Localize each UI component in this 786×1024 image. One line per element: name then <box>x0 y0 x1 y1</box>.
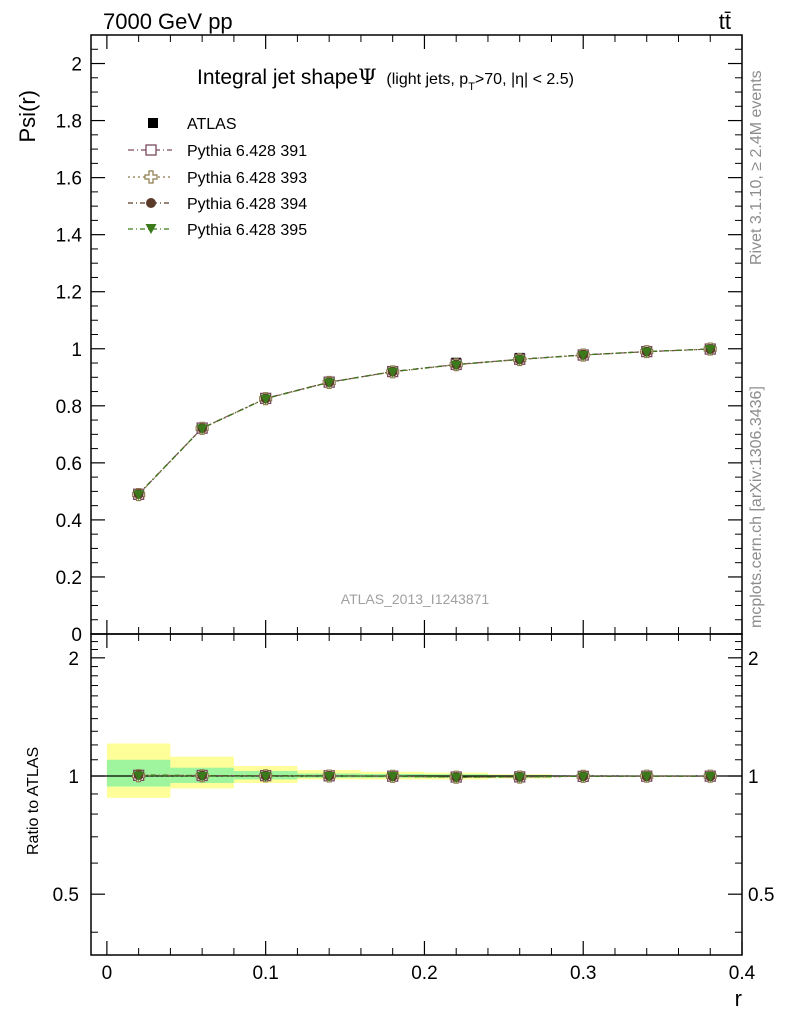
ratio-series <box>132 769 717 784</box>
legend-label-atlas: ATLAS <box>187 116 237 133</box>
main-y-tick-label: 0.6 <box>56 454 82 475</box>
ratio-panel: 0.5 0.51 12 2 0 0.1 0.2 0.3 0.4 Ratio to ATLAS … <box>25 633 774 1011</box>
main-y-tick-label: 1.6 <box>56 169 82 190</box>
mc-395-point <box>704 345 716 356</box>
ratio-y-tick-label-right: 0.5 <box>748 885 774 906</box>
ratio-y-tick-label-right: 1 <box>748 767 759 788</box>
ratio-395-point <box>196 771 208 782</box>
main-y-tick-label: 1.8 <box>56 112 82 133</box>
ratio-y-tick-label-right: 2 <box>748 649 759 670</box>
x-axis-label: r <box>735 986 742 1011</box>
main-series-line <box>138 348 711 495</box>
legend-marker-395 <box>145 224 157 234</box>
legend-marker-394 <box>146 198 156 208</box>
title-sub-b: >70, |η| < 2.5) <box>475 71 574 88</box>
mc-395-point <box>450 360 462 371</box>
mc-395-point <box>514 355 526 366</box>
ratio-395-point <box>133 771 145 782</box>
main-series-line <box>138 348 711 495</box>
ratio-395-point <box>577 772 589 783</box>
main-series-line <box>138 348 711 495</box>
mc-395-point <box>641 347 653 358</box>
ratio-y-axis-label: Ratio to ATLAS <box>25 747 42 855</box>
mc-395-point <box>260 394 272 405</box>
main-y-ticks: 0 0.2 0.4 0.6 0.8 1 1.2 1.4 1.6 1.8 2 <box>56 35 743 646</box>
main-y-tick-label: 2 <box>71 55 82 76</box>
main-panel: 0 0.2 0.4 0.6 0.8 1 1.2 1.4 1.6 1.8 2 Psi(r) Integ… <box>15 34 743 646</box>
title-sub-T: T <box>468 81 475 93</box>
mc-395-point <box>323 378 335 389</box>
mc-395-point <box>387 367 399 378</box>
ratio-395-point <box>514 772 526 783</box>
main-y-tick-label: 0.4 <box>56 511 83 532</box>
title-sub-a: (light jets, p <box>386 71 468 88</box>
x-tick-label: 0.4 <box>729 963 756 984</box>
legend-label-395: Pythia 6.428 395 <box>187 222 307 239</box>
ratio-395-point <box>450 773 462 784</box>
main-series-line <box>138 348 711 495</box>
legend-marker-393 <box>144 170 158 184</box>
rivet-label: Rivet 3.1.10, ≥ 2.4M events <box>748 70 765 265</box>
legend-label-393: Pythia 6.428 393 <box>187 170 307 187</box>
main-y-tick-label: 1.2 <box>56 283 82 304</box>
mc-395-point <box>577 351 589 362</box>
main-title: Integral jet shapeΨ (light jets, pT>70, … <box>197 65 574 93</box>
analysis-tag: ATLAS_2013_I1243871 <box>341 591 490 607</box>
process-label: tt̄ <box>719 9 731 34</box>
x-tick-label: 0.2 <box>411 963 437 984</box>
main-y-tick-label: 0.8 <box>56 397 82 418</box>
ratio-y-ticks: 0.5 0.5 1 1 2 2 <box>53 641 774 933</box>
legend-marker-atlas <box>148 118 158 128</box>
energy-label: 7000 GeV pp <box>103 9 233 34</box>
main-y-tick-label: 1 <box>71 340 82 361</box>
x-tick-label: 0.3 <box>570 963 596 984</box>
ratio-series-line <box>138 774 711 778</box>
title-psi-symbol: Ψ <box>358 65 376 89</box>
main-y-axis-label: Psi(r) <box>15 90 40 143</box>
legend-label-391: Pythia 6.428 391 <box>187 143 307 160</box>
mc-395-point <box>196 424 208 435</box>
ratio-395-point <box>387 772 399 783</box>
ratio-frame <box>90 633 743 956</box>
ratio-395-point <box>704 772 716 783</box>
ratio-y-tick-label: 1 <box>68 767 79 788</box>
title-main-text: Integral jet shape <box>197 66 358 89</box>
mc-395-point <box>133 490 145 501</box>
legend: ATLAS Pythia 6.428 391 Pythia 6.428 393 … <box>128 116 307 239</box>
x-tick-label: 0 <box>102 963 113 984</box>
main-series <box>132 342 717 502</box>
main-y-tick-label: 0 <box>71 625 82 646</box>
ratio-395-point <box>260 771 272 782</box>
legend-marker-391 <box>145 144 157 156</box>
mcplots-label: mcplots.cern.ch [arXiv:1306.3436] <box>748 386 765 628</box>
ratio-395-point <box>641 772 653 783</box>
ratio-y-tick-label: 2 <box>68 649 79 670</box>
ratio-395-point <box>323 772 335 783</box>
ratio-y-tick-label: 0.5 <box>53 885 79 906</box>
legend-label-394: Pythia 6.428 394 <box>187 196 307 213</box>
main-y-tick-label: 0.2 <box>56 568 82 589</box>
main-y-tick-label: 1.4 <box>56 226 83 247</box>
x-tick-label: 0.1 <box>252 963 278 984</box>
x-axis-ticks: 0 0.1 0.2 0.3 0.4 <box>102 634 756 984</box>
